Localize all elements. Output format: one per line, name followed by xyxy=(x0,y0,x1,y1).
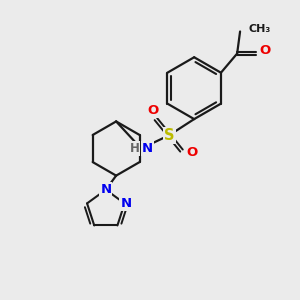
Text: H: H xyxy=(130,142,140,155)
Text: O: O xyxy=(186,146,197,159)
Text: N: N xyxy=(100,183,111,196)
Text: S: S xyxy=(164,128,174,143)
Text: O: O xyxy=(147,104,159,117)
Text: N: N xyxy=(121,197,132,210)
Text: CH₃: CH₃ xyxy=(248,24,271,34)
Text: O: O xyxy=(259,44,270,57)
Text: N: N xyxy=(142,142,153,155)
